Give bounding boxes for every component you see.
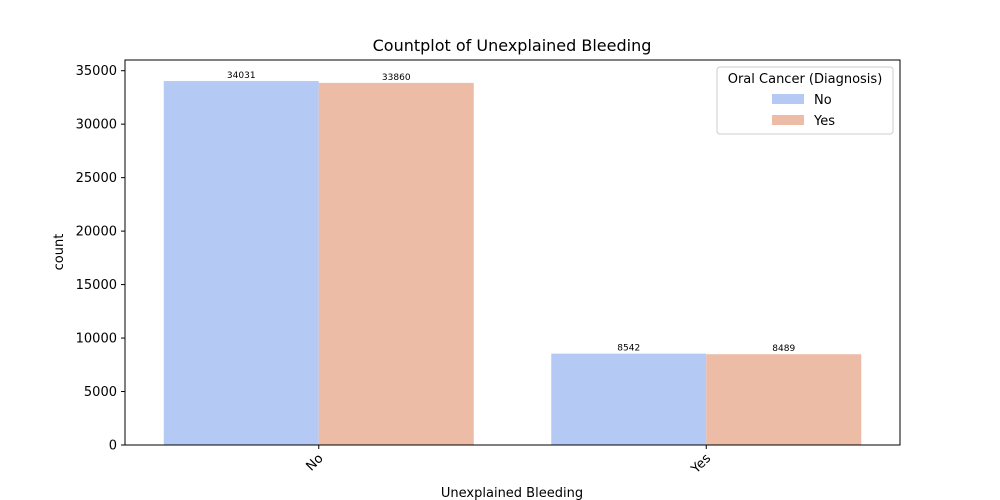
plot-frame [124,59,901,446]
legend-title: Oral Cancer (Diagnosis) [728,72,883,87]
y-tick-label: 15000 [76,278,117,293]
bars-group: 34031 33860 8542 8489 [163,71,862,445]
legend-box [716,66,894,135]
legend-label-no: No [814,93,832,108]
chart-title: Countplot of Unexplained Bleeding [373,36,652,55]
x-tick-label: Yes [688,451,714,477]
bar-yes-no [318,82,474,445]
legend-swatch-no [772,94,804,104]
data-label-yes-no: 33860 [382,73,411,83]
x-axis: No Yes [303,445,714,477]
x-axis-label: Unexplained Bleeding [441,486,583,500]
y-axis: 0 5000 10000 15000 20000 25000 30000 35000 [76,64,125,454]
legend-swatch-yes [772,115,804,125]
data-label-no-yes: 8542 [617,344,640,354]
y-tick-label: 10000 [76,332,117,347]
bar-no-yes [551,353,707,445]
y-tick-label: 5000 [84,385,117,400]
y-tick-label: 30000 [76,118,117,133]
x-tick-label: No [303,451,326,474]
data-label-yes-yes: 8489 [772,344,795,354]
data-label-no-no: 34031 [227,71,256,81]
y-tick-label: 35000 [76,64,117,79]
legend-label-yes: Yes [813,114,835,129]
legend: Oral Cancer (Diagnosis) No Yes [716,66,894,135]
bar-yes-yes [706,354,862,445]
y-axis-label: count [52,234,67,271]
y-tick-label: 20000 [76,225,117,240]
y-tick-label: 0 [109,439,117,454]
y-tick-label: 25000 [76,171,117,186]
bar-no-no [163,81,319,445]
